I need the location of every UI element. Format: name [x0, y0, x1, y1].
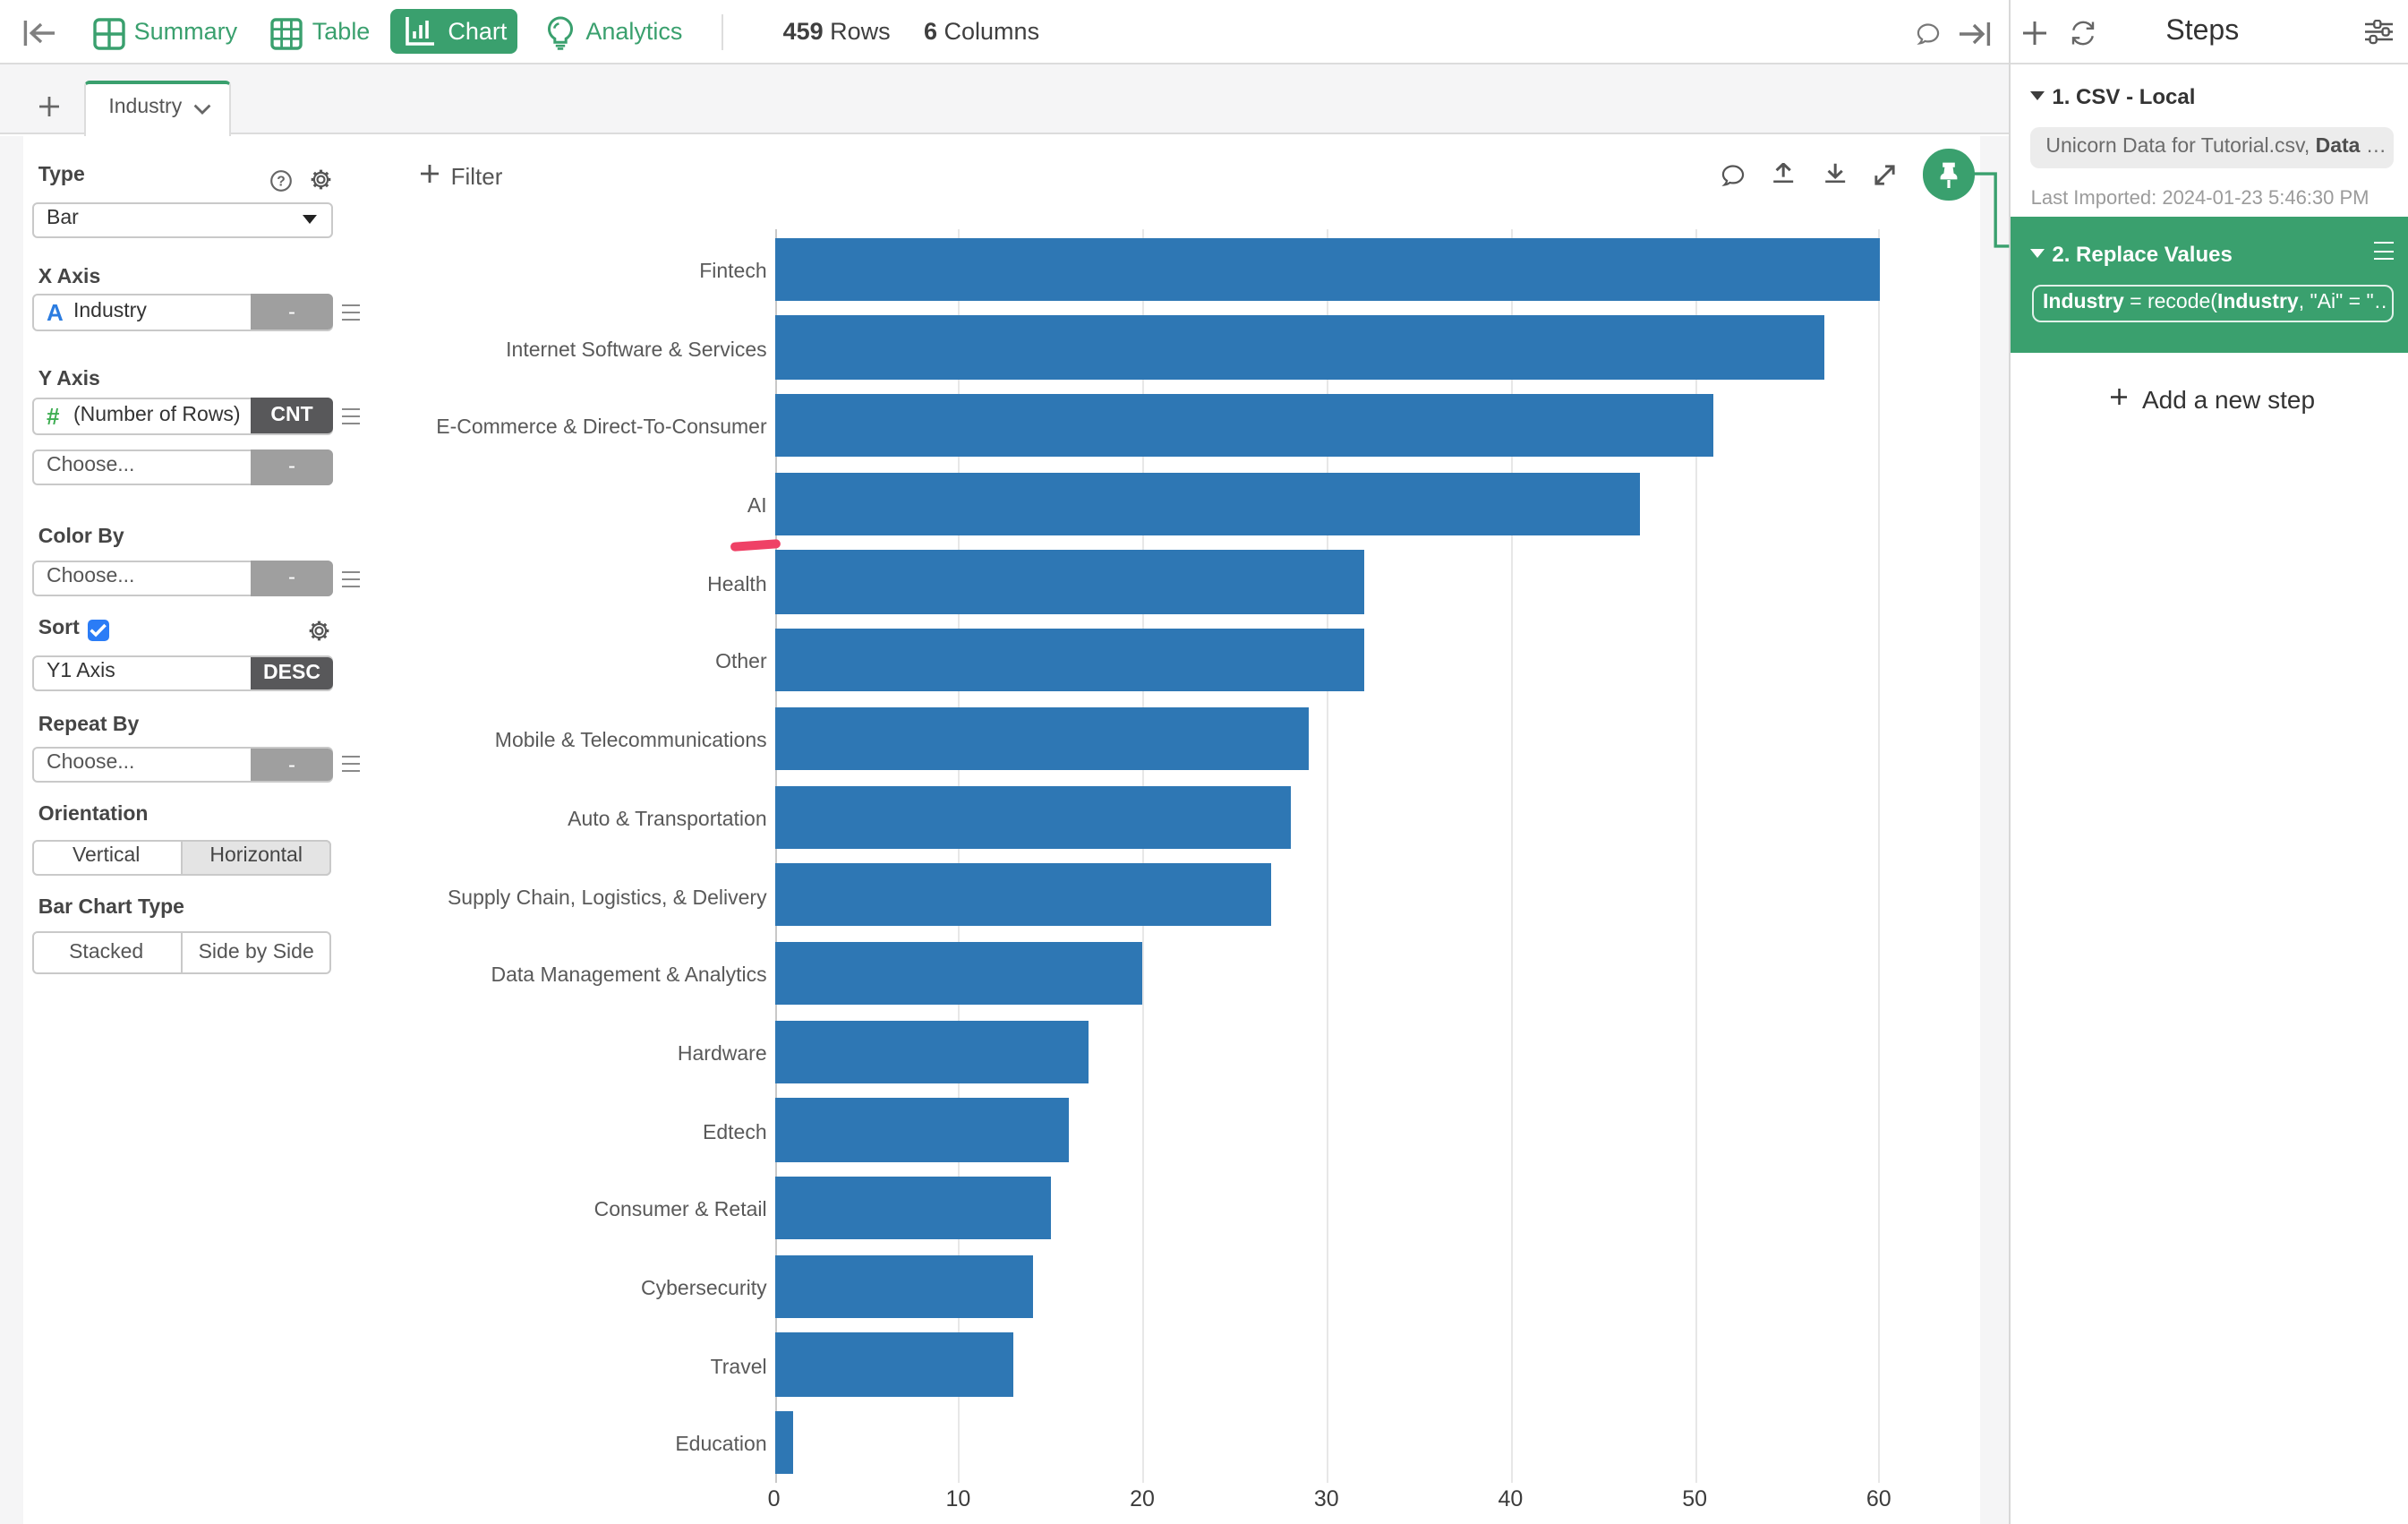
- svg-text:?: ?: [277, 174, 286, 189]
